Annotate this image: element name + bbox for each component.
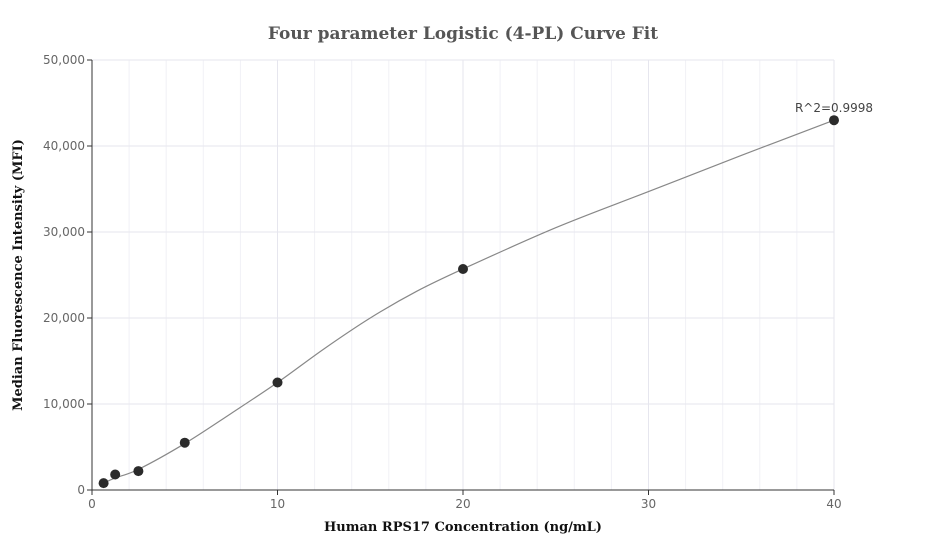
y-axis-title: Median Fluorescence Intensity (MFI)	[11, 139, 26, 411]
y-tick-label: 40,000	[43, 139, 85, 153]
data-point	[458, 263, 468, 274]
data-point	[133, 466, 144, 477]
data-point	[829, 115, 839, 126]
r-squared-annotation: R^2=0.9998	[795, 101, 873, 115]
chart-title: Four parameter Logistic (4-PL) Curve Fit	[268, 24, 658, 44]
y-tick-label: 0	[77, 483, 85, 497]
data-point	[110, 469, 121, 480]
fit-curve-layer	[103, 119, 835, 484]
y-tick-label: 20,000	[43, 311, 85, 325]
y-tick-label: 50,000	[43, 53, 85, 67]
axes	[87, 59, 835, 495]
x-tick-label: 30	[641, 497, 656, 511]
grid	[92, 59, 835, 490]
y-tick-label: 10,000	[43, 397, 85, 411]
data-point	[179, 437, 190, 448]
y-tick-label: 30,000	[43, 225, 85, 239]
x-tick-label: 0	[88, 497, 96, 511]
data-points	[98, 115, 839, 489]
x-tick-label: 10	[270, 497, 285, 511]
fit-curve-line	[103, 119, 835, 484]
labels: 0 10 20 30 40 0 10,000 20,000 30,000 40,000 50,000…	[43, 53, 873, 511]
x-tick-label: 20	[455, 497, 470, 511]
data-point	[98, 478, 109, 489]
x-tick-label: 40	[826, 497, 841, 511]
x-axis-title: Human RPS17 Concentration (ng/mL)	[324, 520, 602, 535]
data-point	[272, 377, 283, 388]
